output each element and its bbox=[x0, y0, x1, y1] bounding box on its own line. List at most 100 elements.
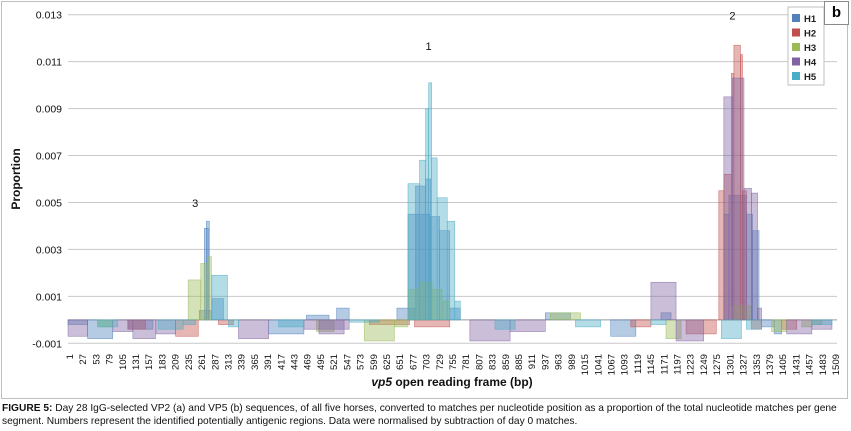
bar-h5 bbox=[228, 319, 239, 328]
x-tick-label: 443 bbox=[290, 354, 301, 370]
bar-h4 bbox=[743, 188, 752, 321]
bar-h4 bbox=[751, 192, 758, 321]
x-tick-label: 1379 bbox=[765, 354, 776, 375]
x-tick-label: 131 bbox=[131, 354, 142, 370]
x-tick-label: 521 bbox=[329, 354, 340, 370]
region-annotation: 3 bbox=[192, 198, 198, 210]
bar-h2 bbox=[718, 190, 725, 321]
x-tick-label: 1457 bbox=[805, 354, 816, 375]
bar-h5 bbox=[211, 274, 228, 321]
region-annotation: 1 bbox=[426, 41, 432, 53]
x-tick-label: 547 bbox=[342, 354, 353, 370]
x-tick-label: 963 bbox=[554, 354, 565, 370]
x-tick-label: 1327 bbox=[739, 354, 750, 375]
bar-h4 bbox=[132, 319, 156, 339]
x-tick-label: 1015 bbox=[580, 354, 591, 375]
bar-h5 bbox=[425, 108, 429, 321]
figure-frame bbox=[1, 1, 848, 399]
bar-h4 bbox=[67, 319, 88, 337]
x-tick-label: 651 bbox=[395, 354, 406, 370]
x-axis-title: vp5 open reading frame (bp) bbox=[371, 375, 532, 389]
x-tick-label: 27 bbox=[78, 354, 89, 365]
x-tick-label: 469 bbox=[303, 354, 314, 370]
bar-h3 bbox=[207, 256, 212, 321]
x-tick-label: 859 bbox=[501, 354, 512, 370]
bar-h5 bbox=[746, 319, 762, 330]
y-tick-label: 0.005 bbox=[36, 197, 62, 209]
x-tick-label: 1 bbox=[65, 354, 76, 359]
x-tick-label: 1249 bbox=[699, 354, 710, 375]
legend-swatch-h4 bbox=[792, 57, 800, 66]
legend-swatch-h1 bbox=[792, 14, 800, 22]
bar-h5 bbox=[650, 319, 667, 325]
x-tick-label: 599 bbox=[369, 354, 380, 370]
bar-h1 bbox=[336, 307, 350, 321]
bar-h5 bbox=[811, 319, 833, 325]
y-tick-label: 0.013 bbox=[36, 10, 62, 22]
x-tick-label: 1353 bbox=[752, 354, 763, 375]
x-tick-label: 573 bbox=[356, 354, 367, 370]
x-tick-label: 1275 bbox=[712, 354, 723, 375]
x-tick-label: 391 bbox=[263, 354, 274, 370]
x-tick-label: 1041 bbox=[593, 354, 604, 375]
x-tick-label: 339 bbox=[237, 354, 248, 370]
panel-label: b bbox=[824, 1, 849, 25]
caption-lead: FIGURE 5: bbox=[2, 403, 53, 414]
x-tick-label: 1145 bbox=[646, 354, 657, 375]
y-tick-label: 0.003 bbox=[36, 244, 62, 256]
y-axis-title: Proportion bbox=[9, 148, 23, 209]
y-tick-label: -0.001 bbox=[32, 338, 62, 350]
bar-h4 bbox=[318, 319, 345, 335]
x-tick-label: 1301 bbox=[725, 354, 736, 375]
x-tick-label: 313 bbox=[223, 354, 234, 370]
bar-h5 bbox=[721, 319, 742, 339]
chart-plot: -0.001 0.001 0.003 0.005 0.007 0.009 0.011 0.01… bbox=[9, 6, 842, 389]
figure-caption: FIGURE 5: Day 28 IgG-selected VP2 (a) an… bbox=[2, 403, 848, 428]
bar-h4 bbox=[732, 77, 745, 321]
x-tick-label: 261 bbox=[197, 354, 208, 370]
region-annotation: 2 bbox=[729, 10, 735, 22]
x-tick-label: 417 bbox=[276, 354, 287, 370]
bar-h3 bbox=[771, 319, 788, 332]
legend-label: H4 bbox=[804, 58, 817, 69]
bar-h5 bbox=[348, 319, 380, 323]
x-tick-label: 833 bbox=[488, 354, 499, 370]
x-tick-label: 287 bbox=[210, 354, 221, 370]
bar-h3 bbox=[394, 319, 409, 328]
x-tick-label: 209 bbox=[171, 354, 182, 370]
bar-h5 bbox=[575, 319, 601, 328]
bar-h5 bbox=[454, 300, 461, 321]
bar-h5 bbox=[494, 319, 516, 330]
bar-h4 bbox=[650, 281, 677, 321]
bar-h4 bbox=[675, 319, 705, 342]
bar-h4 bbox=[757, 307, 762, 321]
bar-h5 bbox=[278, 319, 305, 328]
x-tick-label: 937 bbox=[540, 354, 551, 370]
y-tick-label: 0.007 bbox=[36, 151, 62, 163]
y-tick-label: 0.001 bbox=[36, 291, 62, 303]
x-tick-label: 625 bbox=[382, 354, 393, 370]
x-tick-label: 365 bbox=[250, 354, 261, 370]
caption-text: Day 28 IgG-selected VP2 (a) and VP5 (b) … bbox=[2, 403, 837, 427]
bar-h4 bbox=[509, 319, 546, 332]
bar-h5 bbox=[419, 159, 426, 321]
bar-h1 bbox=[306, 314, 330, 321]
x-tick-label: 729 bbox=[435, 354, 446, 370]
x-tick-label: 755 bbox=[448, 354, 459, 370]
x-tick-label: 885 bbox=[514, 354, 525, 370]
bar-h2 bbox=[414, 319, 451, 328]
x-tick-label: 911 bbox=[527, 354, 538, 369]
x-tick-label: 1067 bbox=[606, 354, 617, 375]
legend-swatch-h2 bbox=[792, 28, 800, 37]
bar-h2 bbox=[630, 319, 652, 328]
x-tick-label: 1223 bbox=[686, 354, 697, 375]
x-tick-label: 53 bbox=[91, 354, 102, 365]
legend-label: H5 bbox=[804, 72, 817, 83]
x-tick-label: 807 bbox=[474, 354, 485, 370]
bar-h5 bbox=[182, 319, 197, 325]
x-tick-label: 1197 bbox=[673, 354, 684, 375]
bar-h3 bbox=[187, 279, 202, 321]
x-tick-label: 1509 bbox=[831, 354, 842, 375]
x-tick-label: 157 bbox=[144, 354, 155, 370]
bar-h3 bbox=[200, 263, 208, 321]
